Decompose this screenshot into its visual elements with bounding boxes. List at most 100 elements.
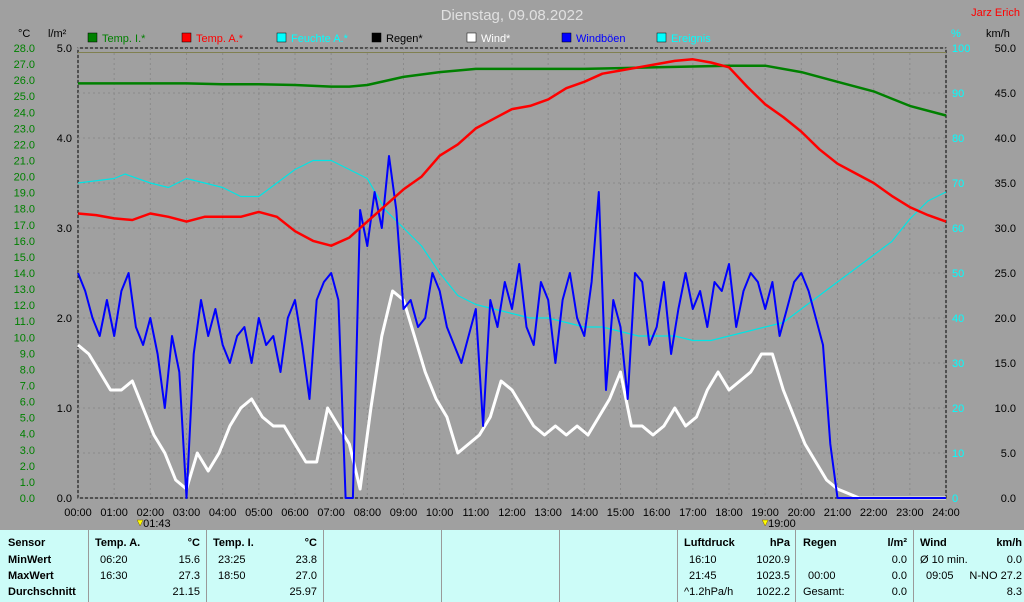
humidity-tick-label: 70 [952,178,964,190]
time-tick-label: 12:00 [498,507,526,519]
temp-tick-label: 2.0 [20,461,35,473]
temp-a-min-time: 06:20 [100,554,128,566]
wind-avg10-label: Ø 10 min. [920,554,968,566]
legend: Temp. I.* Temp. A.* Feuchte A.* Regen* Wind*… [87,32,711,45]
sensor-header: Sensor [8,537,46,549]
series-line-wind [77,289,946,500]
time-tick-label: 24:00 [932,507,960,519]
legend-item: Regen* [371,32,423,45]
wind-tick-label: 30.0 [995,223,1016,235]
time-tick-label: 10:00 [426,507,454,519]
time-tick-label: 11:00 [462,507,489,519]
pressure-max-time: 21:45 [689,570,717,582]
time-tick-label: 08:00 [354,507,382,519]
time-tick-label: 02:00 [137,507,165,519]
humidity-tick-label: 90 [952,88,964,100]
temp-tick-label: 9.0 [20,348,35,360]
sensor-row-avg: Durchschnitt [8,586,76,598]
wind-tick-label: 45.0 [995,88,1016,100]
temp-tick-label: 14.0 [14,268,35,280]
pressure-avg-value: 1022.2 [756,586,790,598]
legend-swatch [87,32,98,43]
time-tick-label: 20:00 [788,507,816,519]
temp-i-unit: °C [304,537,317,549]
series-group [77,52,947,500]
legend-swatch [276,32,287,43]
sunset-marker [761,519,769,527]
sunset-label: 19:00 [768,518,796,530]
time-tick-label: 04:00 [209,507,237,519]
chart-title: Dienstag, 09.08.2022 [441,7,584,24]
legend-swatch [371,32,382,43]
pressure-min-time: 16:10 [689,554,717,566]
temp-tick-label: 23.0 [14,123,35,135]
temp-a-avg-value: 21.15 [172,586,200,598]
temp-i-avg-value: 25.97 [289,586,317,598]
temp-tick-label: 6.0 [20,397,35,409]
rain-tick-label: 3.0 [57,223,72,235]
axis-ticks: 28.0 27.0 26.0 25.0 24.0 23.0 22.0 21.0 20.0 19.0… [14,43,1016,519]
rain-unit-label: l/m² [48,28,67,40]
pressure-trend: ^1.2hPa/h [684,586,734,598]
time-tick-label: 16:00 [643,507,671,519]
temp-a-header: Temp. A. [95,537,141,549]
time-tick-label: 13:00 [534,507,562,519]
legend-label: Temp. I.* [102,33,146,45]
humidity-tick-label: 40 [952,313,964,325]
pressure-unit: hPa [769,537,790,549]
temp-tick-label: 11.0 [14,316,35,328]
humidity-tick-label: 0 [952,493,958,505]
temp-tick-label: 4.0 [20,429,35,441]
temp-tick-label: 19.0 [14,188,35,200]
temp-tick-label: 17.0 [14,220,35,232]
wind-tick-label: 40.0 [995,133,1016,145]
sensor-row-min: MinWert [8,554,52,566]
temp-i-max-time: 18:50 [218,570,246,582]
temp-i-min-time: 23:25 [218,554,246,566]
series-line-temp-i [78,64,947,117]
wind-tick-label: 20.0 [995,313,1016,325]
sensor-row-max: MaxWert [8,570,54,582]
temp-tick-label: 10.0 [14,332,35,344]
rain-tick-label: 5.0 [57,43,72,55]
legend-item: Temp. A.* [181,32,244,45]
humidity-unit-label: % [951,28,961,40]
legend-label: Regen* [386,33,423,45]
legend-item: Windböen [561,32,626,45]
wind-max-value: N-NO 27.2 [969,570,1022,582]
wind-tick-label: 35.0 [995,178,1016,190]
humidity-tick-label: 60 [952,223,964,235]
time-tick-label: 05:00 [245,507,273,519]
time-tick-label: 09:00 [390,507,418,519]
wind-avg10-value: 0.0 [1006,554,1022,566]
sun-markers: 01:43 19:00 [136,518,796,530]
wind-tick-label: 50.0 [995,43,1016,55]
legend-item: Wind* [466,32,511,45]
temp-tick-label: 27.0 [14,59,35,71]
temp-a-unit: °C [187,537,200,549]
legend-label: Feuchte A.* [291,33,349,45]
wind-tick-label: 25.0 [995,268,1016,280]
pressure-header: Luftdruck [684,537,735,549]
temp-tick-label: 5.0 [20,413,35,425]
sunrise-label: 01:43 [143,518,171,530]
humidity-tick-label: 30 [952,358,964,370]
temp-tick-label: 22.0 [14,139,35,151]
weather-chart: Dienstag, 09.08.2022 Jarz Erich Temp. I.… [13,7,1020,530]
legend-swatch [466,32,477,43]
time-tick-label: 19:00 [751,507,779,519]
temp-tick-label: 15.0 [14,252,35,264]
humidity-tick-label: 10 [952,448,964,460]
time-tick-label: 01:00 [100,507,128,519]
rain-max-time: 00:00 [808,570,836,582]
wind-tick-label: 10.0 [995,403,1016,415]
rain-tick-label: 4.0 [57,133,72,145]
time-tick-label: 07:00 [317,507,345,519]
wind-max-time: 09:05 [926,570,954,582]
wind-tick-label: 15.0 [995,358,1016,370]
temp-a-max-value: 27.3 [178,570,200,582]
temp-tick-label: 24.0 [14,107,35,119]
temp-tick-label: 7.0 [20,381,35,393]
legend-label: Windböen [576,33,626,45]
wind-tick-label: 0.0 [1001,493,1016,505]
